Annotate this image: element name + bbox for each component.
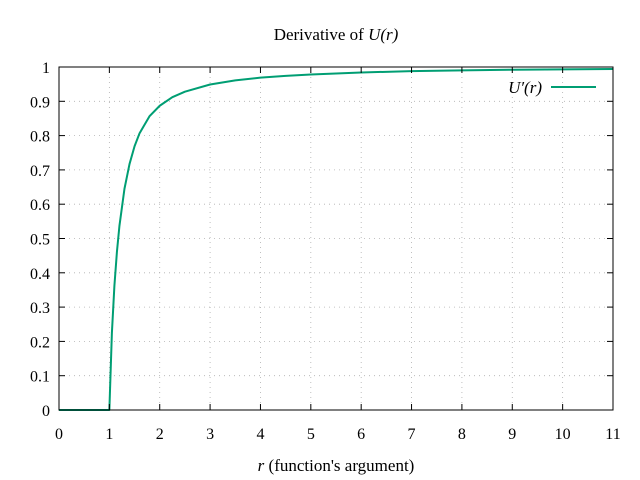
x-tick-label: 3 xyxy=(206,426,214,443)
chart-title: Derivative of U(r) xyxy=(274,25,399,44)
y-tick-label: 0.7 xyxy=(30,163,50,180)
x-tick-label: 2 xyxy=(156,426,164,443)
x-axis-label: r (function's argument) xyxy=(258,456,415,475)
chart-title-symbol: U(r) xyxy=(368,25,399,44)
y-tick-label: 0.1 xyxy=(30,369,50,386)
legend: U′(r) xyxy=(508,78,596,97)
x-tick-label: 4 xyxy=(256,426,264,443)
y-tick-label: 0.2 xyxy=(30,334,50,351)
x-axis-label-rest: (function's argument) xyxy=(264,456,414,475)
series-layer xyxy=(59,68,614,411)
x-tick-label: 8 xyxy=(458,426,466,443)
x-tick-label: 7 xyxy=(408,426,416,443)
series-line xyxy=(59,68,614,411)
y-tick-label: 1 xyxy=(42,60,50,77)
x-tick-label: 10 xyxy=(555,426,571,443)
x-tick-label: 0 xyxy=(55,426,63,443)
y-tick-label: 0.6 xyxy=(30,197,50,214)
x-tick-label: 11 xyxy=(605,426,620,443)
ticks xyxy=(58,66,614,411)
x-tick-label: 6 xyxy=(357,426,365,443)
x-tick-label: 9 xyxy=(508,426,516,443)
y-tick-label: 0.5 xyxy=(30,232,50,249)
grid xyxy=(59,67,613,410)
y-tick-label: 0.8 xyxy=(30,129,50,146)
y-tick-label: 0.4 xyxy=(30,266,50,283)
tick-labels: 0 1 2 3 4 5 6 7 8 9 10 11 0 0.1 0.2 0.3 0.4 0.5 0.6 0.7 0.8 0… xyxy=(30,60,621,443)
y-tick-label: 0 xyxy=(42,403,50,420)
y-tick-label: 0.3 xyxy=(30,300,50,317)
y-tick-label: 0.9 xyxy=(30,94,50,111)
chart-title-prefix: Derivative of xyxy=(274,25,368,44)
x-tick-label: 5 xyxy=(307,426,315,443)
legend-label: U′(r) xyxy=(508,78,542,97)
x-tick-label: 1 xyxy=(105,426,113,443)
x-axis-label-symbol: r xyxy=(258,456,265,475)
